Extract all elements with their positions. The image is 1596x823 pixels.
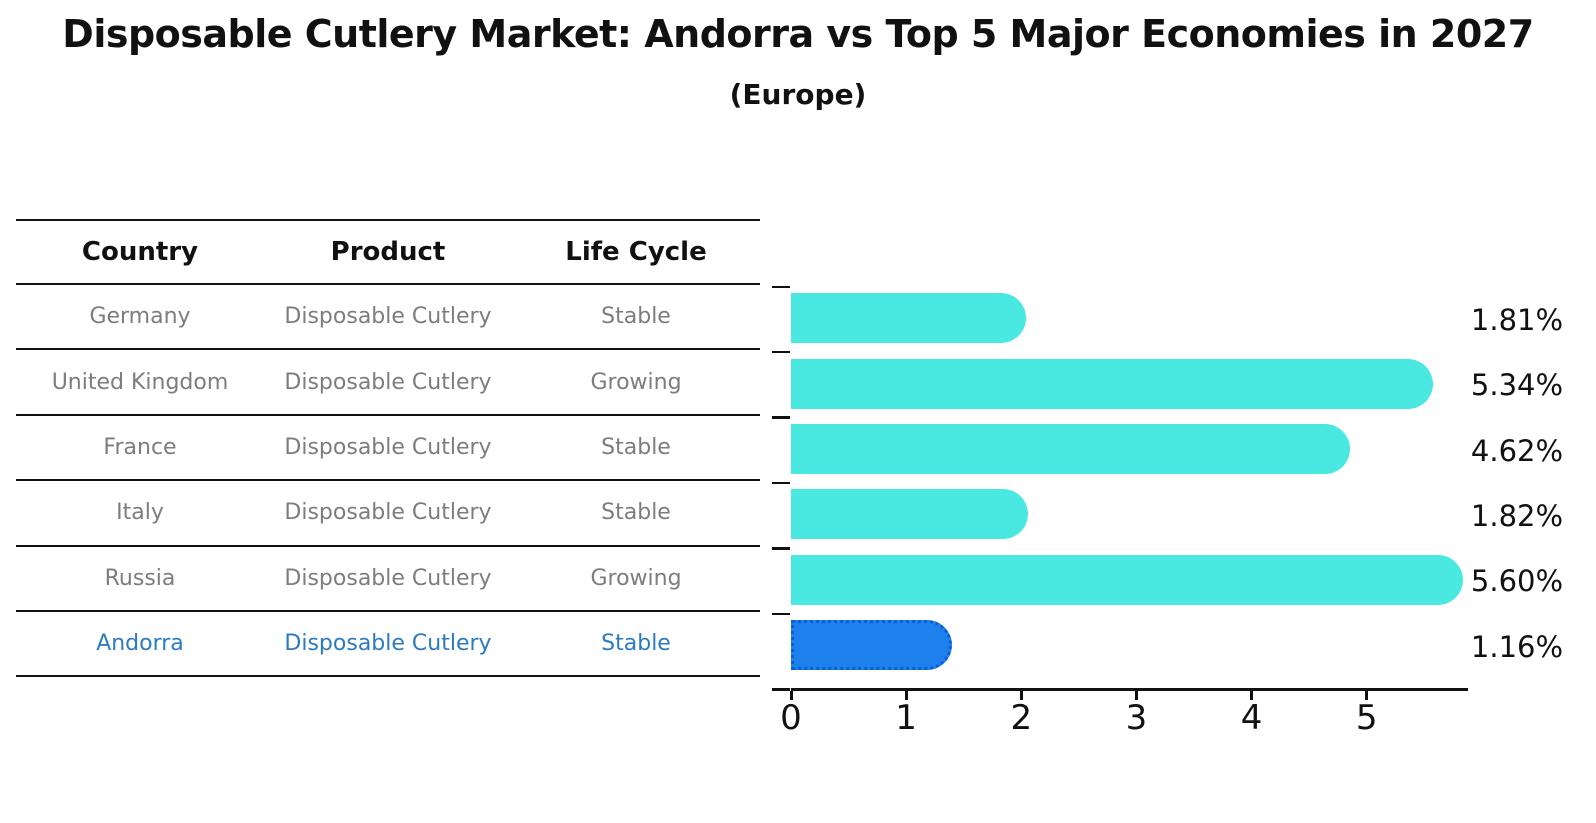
value-label-andorra: 1.16% [1470, 629, 1564, 664]
chart-title: Disposable Cutlery Market: Andorra vs To… [62, 12, 1534, 56]
table-body: Germany Disposable Cutlery Stable United Ki… [16, 285, 760, 678]
value-label-italy: 1.82% [1470, 498, 1564, 533]
bar-chart: 0 1 2 3 4 5 [772, 285, 1468, 738]
cell-product: Disposable Cutlery [284, 434, 492, 460]
cell-life-cycle: Stable [601, 500, 671, 526]
x-axis-tick [789, 691, 793, 700]
cell-life-cycle: Stable [601, 631, 671, 657]
table-row-russia: Russia Disposable Cutlery Growing [16, 547, 760, 612]
cell-product: Disposable Cutlery [284, 304, 492, 330]
cell-product: Disposable Cutlery [284, 369, 492, 395]
table-header-country: Country [81, 237, 199, 267]
y-axis-tick [772, 481, 790, 485]
x-axis-line [791, 688, 1468, 691]
table-row-france: France Disposable Cutlery Stable [16, 416, 760, 482]
cell-country: United Kingdom [51, 369, 229, 395]
y-axis-tick [772, 285, 790, 288]
table-header-row: Country Product Life Cycle [16, 219, 760, 285]
bar-andorra [791, 620, 952, 671]
value-label-france: 4.62% [1470, 433, 1564, 468]
x-axis-tick [1134, 691, 1138, 700]
table-row-germany: Germany Disposable Cutlery Stable [16, 285, 760, 351]
x-tick-label-1: 1 [895, 698, 917, 738]
chart-subtitle: (Europe) [729, 78, 867, 111]
x-axis-tick [904, 691, 908, 700]
cell-life-cycle: Growing [590, 565, 682, 591]
cell-life-cycle: Growing [590, 369, 682, 395]
cell-product: Disposable Cutlery [284, 565, 492, 591]
x-tick-label-3: 3 [1125, 698, 1148, 738]
table-header-product: Product [330, 237, 446, 267]
cell-product: Disposable Cutlery [284, 500, 492, 526]
cell-country: Andorra [96, 631, 184, 657]
cell-life-cycle: Stable [601, 434, 671, 460]
cell-country: Germany [89, 304, 191, 330]
value-label-united-kingdom: 5.34% [1470, 368, 1564, 403]
y-axis-tick [772, 688, 790, 691]
value-label-russia: 5.60% [1470, 564, 1564, 599]
table-row-italy: Italy Disposable Cutlery Stable [16, 481, 760, 547]
x-axis-tick [1019, 691, 1023, 700]
bar-germany [791, 293, 1027, 344]
cell-country: Russia [104, 565, 176, 591]
x-tick-label-2: 2 [1010, 698, 1033, 738]
cell-country: Italy [116, 500, 164, 526]
country-table: Country Product Life Cycle Germany Dispos… [16, 219, 760, 678]
x-axis-tick [1250, 691, 1254, 700]
table-row-united-kingdom: United Kingdom Disposable Cutlery Growing [16, 350, 760, 416]
value-label-germany: 1.81% [1470, 302, 1564, 337]
x-axis-tick [1365, 691, 1369, 700]
cell-country: France [103, 434, 177, 460]
table-row-andorra: Andorra Disposable Cutlery Stable [16, 612, 760, 678]
bar-russia [791, 554, 1463, 605]
bar-france [791, 424, 1350, 474]
y-axis-tick [772, 612, 790, 615]
x-tick-label-4: 4 [1240, 698, 1263, 738]
x-tick-label-5: 5 [1355, 698, 1378, 738]
cell-life-cycle: Stable [601, 304, 671, 330]
cell-product: Disposable Cutlery [284, 631, 492, 657]
y-axis-tick [772, 416, 790, 419]
bar-italy [791, 489, 1028, 540]
x-tick-label-0: 0 [780, 698, 802, 738]
bar-united-kingdom [791, 358, 1433, 409]
table-header-life-cycle: Life Cycle [565, 237, 707, 267]
y-axis-tick [772, 350, 790, 354]
y-axis-tick [772, 547, 790, 550]
